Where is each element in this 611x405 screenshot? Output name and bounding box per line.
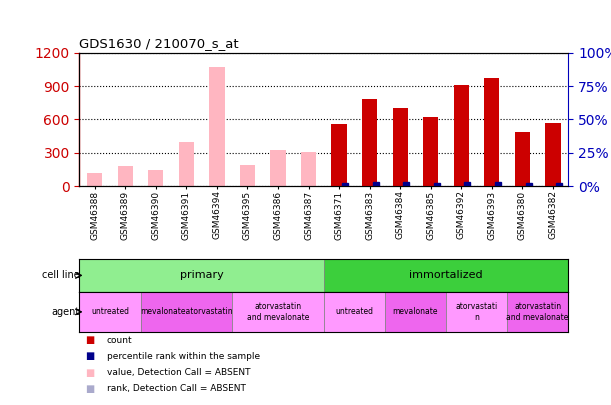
Bar [362, 99, 378, 186]
Text: atorvastatin
and mevalonate: atorvastatin and mevalonate [247, 302, 309, 322]
Bar [141, 292, 232, 332]
Bar [209, 67, 225, 186]
Bar [453, 85, 469, 186]
Text: mevalonate: mevalonate [393, 307, 438, 316]
Bar [385, 292, 446, 332]
Text: cell line: cell line [42, 271, 79, 280]
Text: percentile rank within the sample: percentile rank within the sample [107, 352, 260, 361]
Bar [393, 108, 408, 186]
Bar [546, 123, 561, 186]
Bar [148, 170, 164, 186]
Text: ■: ■ [86, 352, 95, 361]
Text: atorvastatin
and mevalonate: atorvastatin and mevalonate [507, 302, 569, 322]
Text: ■: ■ [86, 368, 95, 377]
Text: immortalized: immortalized [409, 271, 483, 280]
Text: ■: ■ [86, 384, 95, 394]
Bar [232, 292, 324, 332]
Bar [423, 117, 439, 186]
Bar [118, 166, 133, 186]
Bar [221, 185, 225, 186]
Bar [79, 292, 141, 332]
Bar [87, 173, 103, 186]
Bar [240, 165, 255, 186]
Text: primary: primary [180, 271, 224, 280]
Text: untreated: untreated [91, 307, 129, 316]
Bar [332, 124, 347, 186]
Text: untreated: untreated [335, 307, 373, 316]
Bar [324, 259, 568, 292]
Bar [515, 132, 530, 186]
Bar [484, 78, 500, 186]
Bar [270, 149, 285, 186]
Text: atorvastati
n: atorvastati n [455, 302, 498, 322]
Text: rank, Detection Call = ABSENT: rank, Detection Call = ABSENT [107, 384, 246, 393]
Text: GDS1630 / 210070_s_at: GDS1630 / 210070_s_at [79, 37, 239, 50]
Bar [179, 142, 194, 186]
Bar [507, 292, 568, 332]
Text: mevalonateatorvastatin: mevalonateatorvastatin [140, 307, 233, 316]
Bar [79, 259, 324, 292]
Text: ■: ■ [86, 335, 95, 345]
Text: agent: agent [51, 307, 79, 317]
Bar [324, 292, 385, 332]
Bar [446, 292, 507, 332]
Text: count: count [107, 336, 133, 345]
Bar [301, 152, 316, 186]
Text: value, Detection Call = ABSENT: value, Detection Call = ABSENT [107, 368, 251, 377]
